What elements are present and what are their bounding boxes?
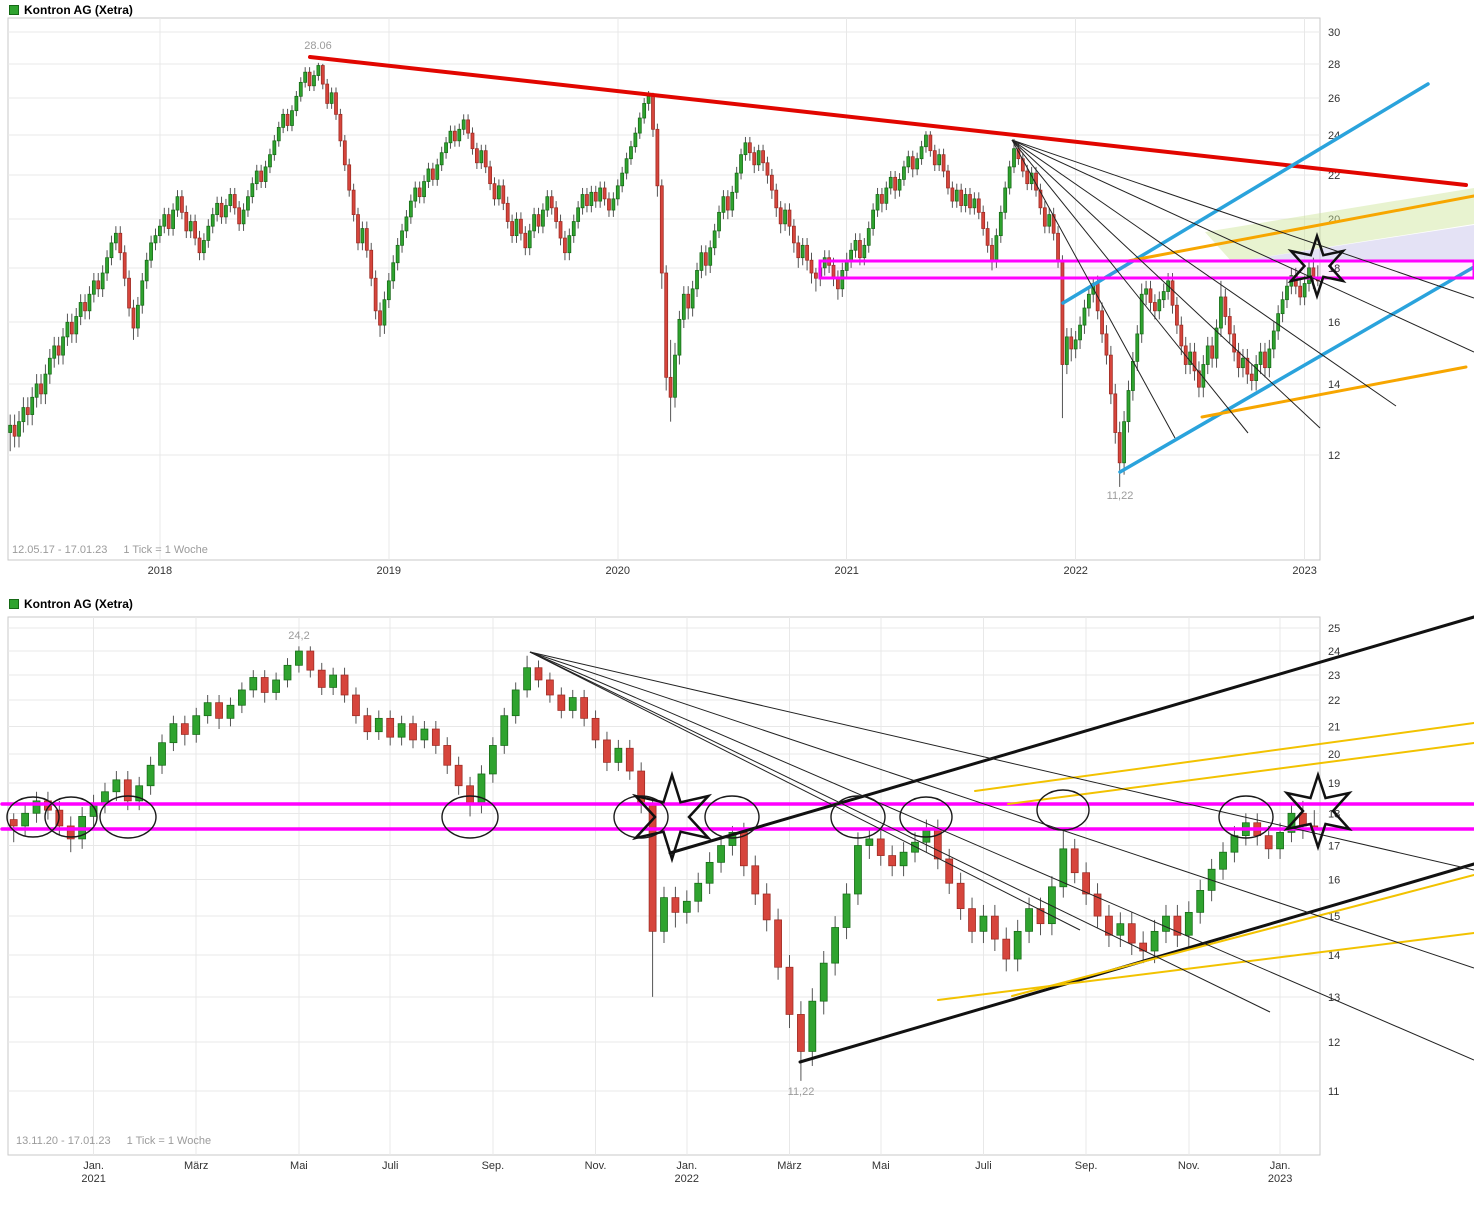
trendlines bbox=[308, 55, 1474, 474]
yellow-trendline-4 bbox=[1011, 874, 1474, 997]
chart-title-2: Kontron AG (Xetra) bbox=[24, 597, 133, 611]
legend-series-swatch-2 bbox=[9, 599, 19, 609]
black-ascending-trendline-upper bbox=[668, 615, 1474, 855]
svg-text:30: 30 bbox=[1328, 27, 1340, 39]
svg-text:Juli: Juli bbox=[382, 1160, 399, 1172]
svg-text:Nov.: Nov. bbox=[585, 1160, 607, 1172]
highlight-circles bbox=[6, 789, 1274, 839]
ascending-blue-channel-lower bbox=[1118, 265, 1474, 474]
chart-footer-1: 12.05.17 - 17.01.23 1 Tick = 1 Woche bbox=[12, 544, 224, 556]
price-extreme-labels: 24,2 11,22 bbox=[288, 630, 814, 1098]
highlight-stars bbox=[631, 770, 1353, 864]
svg-text:11,22: 11,22 bbox=[1107, 490, 1134, 502]
svg-text:12: 12 bbox=[1328, 1037, 1340, 1049]
svg-text:2018: 2018 bbox=[148, 565, 172, 577]
svg-text:17: 17 bbox=[1328, 841, 1340, 853]
svg-text:23: 23 bbox=[1328, 670, 1340, 682]
svg-text:2023: 2023 bbox=[1268, 1173, 1292, 1185]
svg-text:2022: 2022 bbox=[1063, 565, 1087, 577]
svg-text:Jan.: Jan. bbox=[676, 1160, 697, 1172]
svg-text:14: 14 bbox=[1328, 379, 1340, 391]
svg-text:12: 12 bbox=[1328, 450, 1340, 462]
svg-text:24: 24 bbox=[1328, 646, 1340, 658]
ascending-blue-channel-upper bbox=[1061, 82, 1430, 305]
chart-footer-2: 13.11.20 - 17.01.23 1 Tick = 1 Woche bbox=[16, 1135, 227, 1147]
svg-text:22: 22 bbox=[1328, 695, 1340, 707]
svg-text:21: 21 bbox=[1328, 721, 1340, 733]
legend-series-swatch-1 bbox=[9, 5, 19, 15]
svg-text:16: 16 bbox=[1328, 317, 1340, 329]
svg-text:2021: 2021 bbox=[834, 565, 858, 577]
svg-text:28: 28 bbox=[1328, 59, 1340, 71]
svg-text:Mai: Mai bbox=[290, 1160, 308, 1172]
svg-text:2020: 2020 bbox=[606, 565, 630, 577]
svg-text:24,2: 24,2 bbox=[288, 630, 309, 642]
svg-text:Juli: Juli bbox=[975, 1160, 992, 1172]
orange-trendline-lower bbox=[1200, 365, 1468, 419]
date-range-label-2: 13.11.20 - 17.01.23 bbox=[16, 1135, 111, 1147]
svg-text:Mai: Mai bbox=[872, 1160, 890, 1172]
candlestick-chart-longterm: 3028262422201816141220182019202020212022… bbox=[7, 17, 1474, 577]
svg-text:2019: 2019 bbox=[377, 565, 401, 577]
svg-text:2021: 2021 bbox=[81, 1173, 105, 1185]
yellow-trendline-3 bbox=[937, 932, 1474, 1001]
support-resistance-band bbox=[818, 259, 1474, 280]
svg-text:Jan.: Jan. bbox=[83, 1160, 104, 1172]
price-extreme-labels: 28.06 11,22 bbox=[304, 40, 1133, 502]
candles bbox=[8, 62, 1320, 487]
fan-lines bbox=[529, 651, 1474, 1061]
svg-text:2023: 2023 bbox=[1292, 565, 1316, 577]
svg-text:Sep.: Sep. bbox=[1075, 1160, 1098, 1172]
tick-interval-label-2: 1 Tick = 1 Woche bbox=[126, 1135, 212, 1147]
highlight-stars bbox=[1287, 231, 1347, 301]
chart-legend-1: Kontron AG (Xetra) bbox=[9, 3, 133, 17]
svg-text:14: 14 bbox=[1328, 950, 1340, 962]
svg-text:März: März bbox=[777, 1160, 801, 1172]
svg-text:16: 16 bbox=[1328, 875, 1340, 887]
svg-text:11: 11 bbox=[1328, 1086, 1339, 1098]
svg-text:22: 22 bbox=[1328, 170, 1340, 182]
chart-legend-2: Kontron AG (Xetra) bbox=[9, 597, 133, 611]
date-range-label-1: 12.05.17 - 17.01.23 bbox=[12, 544, 108, 556]
yellow-trendline-2 bbox=[1007, 742, 1474, 805]
svg-text:11,22: 11,22 bbox=[788, 1086, 815, 1098]
tick-interval-label-1: 1 Tick = 1 Woche bbox=[123, 544, 208, 556]
yellow-trendline-1 bbox=[974, 722, 1474, 792]
svg-text:März: März bbox=[184, 1160, 208, 1172]
svg-text:28.06: 28.06 bbox=[304, 40, 332, 52]
svg-text:26: 26 bbox=[1328, 93, 1340, 105]
svg-text:Jan.: Jan. bbox=[1270, 1160, 1291, 1172]
svg-text:25: 25 bbox=[1328, 623, 1340, 635]
grid-and-axes: 3028262422201816141220182019202020212022… bbox=[7, 17, 1340, 577]
primary-descending-trendline bbox=[308, 55, 1468, 187]
chart-title-1: Kontron AG (Xetra) bbox=[24, 3, 133, 17]
chart-panel-weekly-longterm: Kontron AG (Xetra) 302826242220181614122… bbox=[0, 0, 1474, 595]
svg-text:20: 20 bbox=[1328, 749, 1340, 761]
trendlines bbox=[0, 615, 1474, 1064]
candlestick-chart-recent: 252423222120191817161514131211Jan.2021Mä… bbox=[0, 615, 1474, 1185]
svg-text:Nov.: Nov. bbox=[1178, 1160, 1200, 1172]
svg-text:Sep.: Sep. bbox=[482, 1160, 505, 1172]
chart-panel-weekly-recent: Kontron AG (Xetra) 25 24 23 22 21 20 19 18 17 16 1… bbox=[0, 595, 1474, 1232]
fan-lines bbox=[1011, 139, 1474, 439]
orange-trendline-upper bbox=[1126, 194, 1474, 263]
svg-text:19: 19 bbox=[1328, 778, 1340, 790]
svg-text:2022: 2022 bbox=[675, 1173, 699, 1185]
